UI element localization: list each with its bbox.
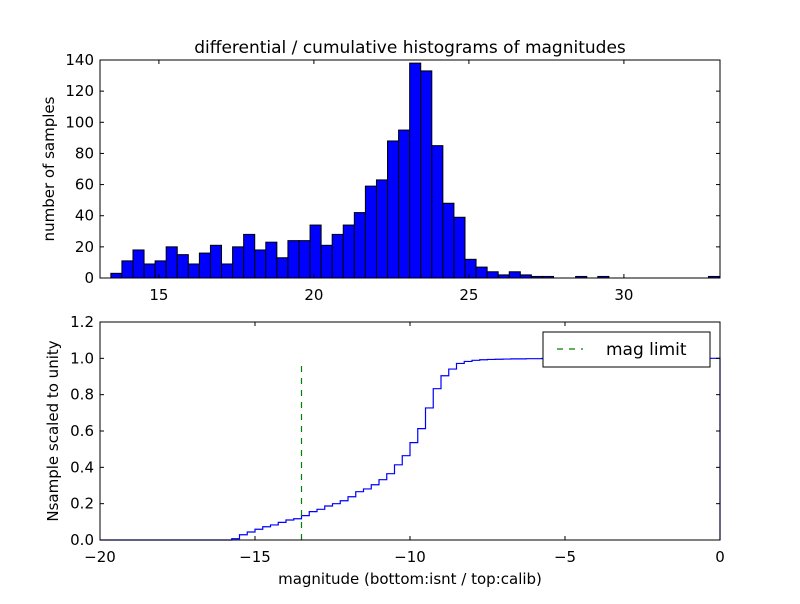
histogram-bar xyxy=(453,216,466,279)
histogram-bar xyxy=(143,263,156,279)
top-y-tick-label: 80 xyxy=(75,144,94,162)
bottom-x-tick-label: −15 xyxy=(239,548,271,566)
bottom-y-tick-label: 0.2 xyxy=(70,495,94,513)
chart-title: differential / cumulative histograms of … xyxy=(194,38,626,58)
top-y-tick-label: 60 xyxy=(75,176,94,194)
top-x-tick-label: 20 xyxy=(304,286,323,304)
histogram-bar xyxy=(442,202,455,279)
histogram-bar xyxy=(375,179,389,279)
histogram-bar xyxy=(221,263,234,279)
histogram-bar xyxy=(320,244,333,279)
histogram-bar xyxy=(187,263,200,279)
top-y-tick-label: 40 xyxy=(75,207,94,225)
cumulative-step-line xyxy=(100,357,721,541)
histogram-bar xyxy=(398,129,411,279)
histogram-bar xyxy=(431,145,444,279)
histogram-bar xyxy=(265,241,278,279)
histogram-bar xyxy=(132,249,145,279)
top-x-tick-label: 15 xyxy=(149,286,168,304)
top-y-tick-label: 20 xyxy=(75,238,94,256)
top-x-tick-label: 25 xyxy=(459,286,478,304)
histogram-bar xyxy=(331,233,344,279)
legend: mag limit xyxy=(542,331,711,368)
histogram-bar xyxy=(387,140,400,279)
top-y-axis-label: number of samples xyxy=(40,96,58,241)
bottom-y-tick-label: 1.0 xyxy=(70,349,94,367)
bottom-y-tick-label: 0.8 xyxy=(70,386,94,404)
histogram-bar xyxy=(254,249,267,279)
histogram-bar xyxy=(287,240,300,279)
top-y-tick-label: 140 xyxy=(65,51,94,69)
histogram-bar xyxy=(409,62,422,279)
histogram-bar xyxy=(232,246,245,279)
histogram-bar xyxy=(420,70,433,279)
bottom-y-tick-label: 0.0 xyxy=(70,531,94,549)
histogram-bar xyxy=(353,212,366,279)
bottom-x-tick-label: −5 xyxy=(554,548,576,566)
histogram-bar xyxy=(475,266,488,279)
histogram-bar xyxy=(165,246,178,279)
histogram-bar xyxy=(464,258,477,279)
histogram-bar xyxy=(243,233,256,279)
bottom-y-axis-label: Nsample scaled to unity xyxy=(44,340,62,521)
histogram-bar xyxy=(508,271,521,279)
top-y-tick-label: 100 xyxy=(65,113,94,131)
top-y-tick-label: 120 xyxy=(65,82,94,100)
histogram-bar xyxy=(176,254,189,279)
histogram-bar xyxy=(364,185,377,279)
histogram-bar xyxy=(276,257,289,279)
bottom-x-tick-label: −10 xyxy=(394,548,426,566)
histogram-bar xyxy=(209,244,223,279)
bottom-y-tick-label: 0.4 xyxy=(70,458,94,476)
histogram-bar xyxy=(110,272,123,279)
histogram-bar xyxy=(342,224,355,279)
histogram-bar xyxy=(154,260,167,279)
bottom-x-tick-label: 0 xyxy=(715,548,725,566)
legend-mag-limit-label: mag limit xyxy=(606,340,687,360)
bottom-x-tick-label: −20 xyxy=(84,548,116,566)
bottom-y-tick-label: 1.2 xyxy=(70,313,94,331)
bottom-x-axis-label: magnitude (bottom:isnt / top:calib) xyxy=(278,570,542,588)
histogram-bar xyxy=(198,252,211,279)
top-axes-frame xyxy=(99,59,721,279)
histogram-bar xyxy=(121,260,134,279)
histogram-bar xyxy=(298,240,311,279)
top-y-tick-label: 0 xyxy=(84,269,94,287)
histogram-bar xyxy=(486,271,499,279)
histogram-bar xyxy=(309,224,322,279)
top-x-tick-label: 30 xyxy=(614,286,633,304)
bottom-y-tick-label: 0.6 xyxy=(70,422,94,440)
